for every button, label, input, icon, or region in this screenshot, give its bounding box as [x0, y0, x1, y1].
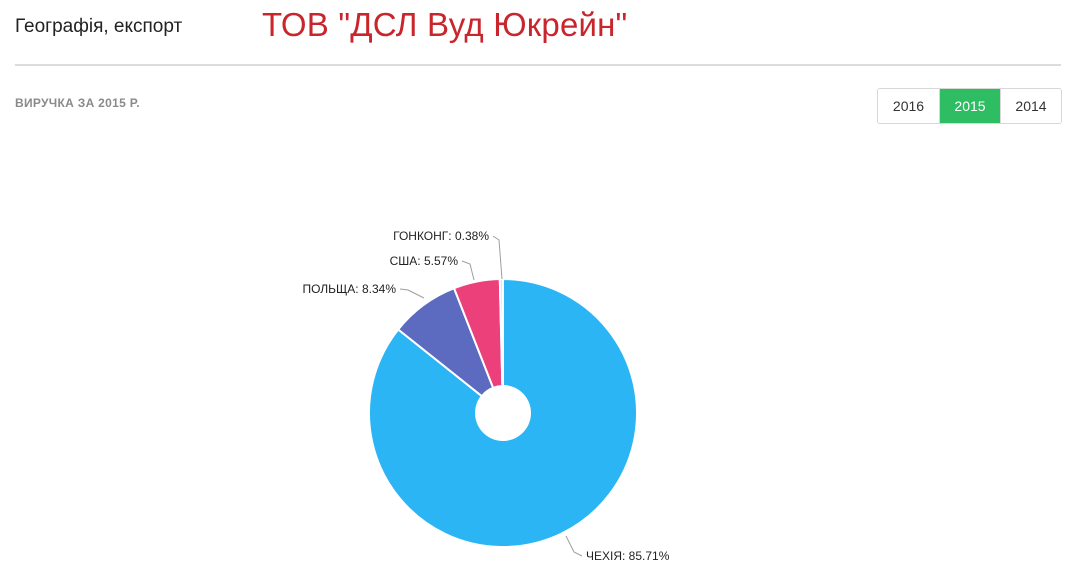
pie-label-connector-1: [565, 535, 583, 557]
year-tab-2016[interactable]: 2016: [878, 89, 939, 123]
company-title: ТОВ "ДСЛ Вуд Юкрейн": [262, 6, 628, 43]
year-tab-2014[interactable]: 2014: [1000, 89, 1061, 123]
year-tab-2015[interactable]: 2015: [939, 89, 1000, 123]
pie-slice-label-1: ЧЕХІЯ: 85.71%: [586, 549, 670, 563]
pie-label-connector-2: [399, 288, 425, 299]
section-title: Географія, експорт: [15, 16, 183, 37]
pie-slice-label-4: ГОНКОНГ: 0.38%: [393, 229, 489, 243]
pie-slice-label-3: США: 5.57%: [390, 254, 459, 268]
divider: [15, 64, 1061, 66]
pie-slice-1[interactable]: [368, 277, 638, 548]
year-switch: 2016 2015 2014: [877, 88, 1062, 124]
pie-slice-label-2: ПОЛЬЩА: 8.34%: [302, 282, 396, 296]
pie-label-connector-3: [461, 260, 475, 281]
pie-label-connector-4: [492, 235, 503, 280]
chart-subtitle: ВИРУЧКА ЗА 2015 Р.: [15, 96, 140, 110]
pie-slice-4[interactable]: [498, 277, 504, 388]
